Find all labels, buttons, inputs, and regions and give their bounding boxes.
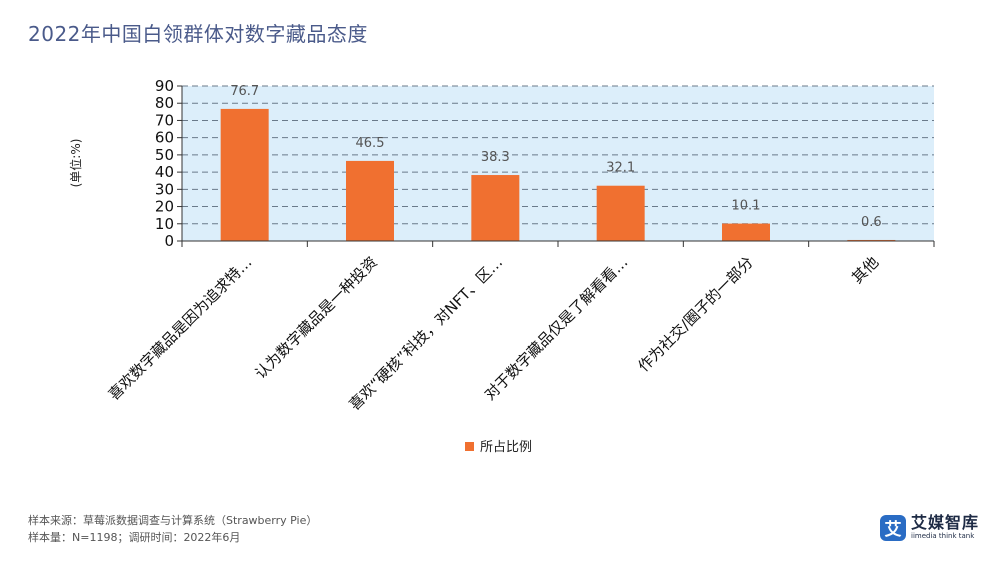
data-label: 76.7 xyxy=(230,84,259,99)
legend-label: 所占比例 xyxy=(480,440,532,455)
bar xyxy=(471,175,520,241)
data-label: 46.5 xyxy=(356,136,385,151)
bar xyxy=(847,239,896,241)
bar xyxy=(596,185,645,241)
y-tick-label: 70 xyxy=(155,111,174,129)
data-label: 0.6 xyxy=(861,215,882,230)
brand-logo: 艾 艾媒智库 iimedia think tank xyxy=(880,514,979,541)
footer: 样本来源：草莓派数据调查与计算系统（Strawberry Pie） 样本量：N=… xyxy=(28,512,317,546)
footer-source: 样本来源：草莓派数据调查与计算系统（Strawberry Pie） xyxy=(28,514,318,527)
y-axis-label: (单位:%) xyxy=(68,139,83,188)
plot-area xyxy=(182,86,934,241)
data-label: 38.3 xyxy=(481,150,510,165)
logo-tagline: iimedia think tank xyxy=(911,532,975,540)
y-tick-label: 40 xyxy=(155,163,174,181)
bar xyxy=(722,223,770,241)
y-tick-label: 30 xyxy=(155,180,174,198)
y-tick-label: 90 xyxy=(155,77,174,95)
bar xyxy=(346,160,394,241)
y-tick-label: 50 xyxy=(155,146,174,164)
chart-title: 2022年中国白领群体对数字藏品态度 xyxy=(28,22,368,46)
y-tick-label: 80 xyxy=(155,94,174,112)
logo-icon: 艾 xyxy=(880,514,906,541)
data-label: 10.1 xyxy=(732,199,761,214)
x-tick-label: 作为社交/圈子的一部分 xyxy=(634,253,756,375)
y-tick-label: 0 xyxy=(164,232,174,250)
bar xyxy=(220,108,269,242)
bar-chart: 76.7 46.5 38.3 32.1 10.1 0.6 0102030405060708… xyxy=(68,77,935,455)
y-tick-label: 60 xyxy=(155,129,174,147)
y-tick-label: 20 xyxy=(155,198,174,216)
x-tick-label: 其他 xyxy=(848,253,882,287)
legend-swatch xyxy=(465,442,474,451)
y-tick-label: 10 xyxy=(155,215,174,233)
logo-name: 艾媒智库 xyxy=(911,513,980,532)
footer-sample: 样本量：N=1198；调研时间：2022年6月 xyxy=(28,531,241,544)
x-tick-label: 认为数字藏品是一种投资 xyxy=(251,253,380,382)
x-tick-label: 喜欢数字藏品是因为追求特… xyxy=(105,253,256,404)
data-label: 32.1 xyxy=(606,161,635,176)
x-tick-label: 对于数字藏品仅是了解看看… xyxy=(481,253,632,404)
